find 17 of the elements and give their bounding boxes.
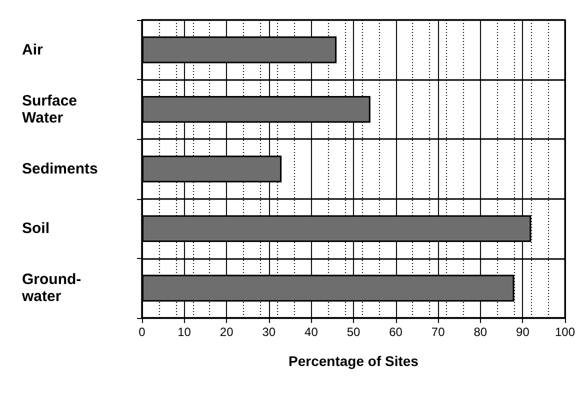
y-tick-label: Surface Water	[22, 92, 78, 126]
x-tick-label: 30	[262, 325, 276, 339]
y-tick-label: Soil	[22, 220, 50, 238]
x-tick-label: 10	[178, 325, 192, 339]
y-tick-label: Ground- water	[21, 271, 82, 306]
x-axis-title: Percentage of Sites	[288, 353, 419, 369]
x-tick-label: 50	[346, 325, 360, 339]
x-tick-label: 0	[138, 325, 146, 339]
x-tick-label: 70	[431, 325, 446, 339]
x-tick-label: 40	[304, 325, 318, 339]
x-tick-label: 80	[474, 325, 488, 339]
y-tick-label: Air	[22, 41, 43, 58]
y-tick-label: Sediments	[22, 160, 98, 178]
x-tick-label: 90	[516, 325, 530, 339]
x-tick-label: 20	[220, 325, 234, 339]
x-tick-label: 60	[389, 325, 403, 339]
x-tick-label: 100	[554, 325, 576, 339]
